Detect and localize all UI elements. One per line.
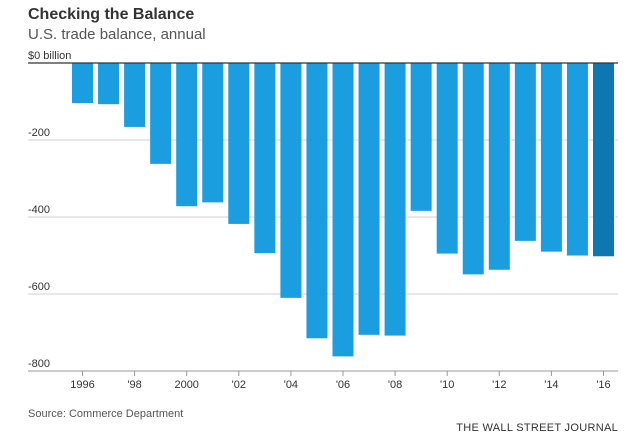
bar-2001 <box>202 63 224 203</box>
bar-2010 <box>436 63 458 254</box>
bar-2016 <box>593 63 614 257</box>
bar-2014 <box>540 63 562 252</box>
bar-2003 <box>254 63 276 254</box>
x-tick-label: '12 <box>492 379 506 391</box>
x-tick-label: '02 <box>232 379 246 391</box>
bar-2015 <box>566 63 588 256</box>
bar-2008 <box>384 63 406 336</box>
bar-2011 <box>462 63 484 275</box>
bar-2013 <box>514 63 536 241</box>
x-tick-label: '08 <box>388 379 402 391</box>
chart-title: Checking the Balance <box>28 6 195 23</box>
publisher-credit: THE WALL STREET JOURNAL <box>456 422 618 434</box>
bar-2005 <box>306 63 328 339</box>
bar-1999 <box>150 63 172 164</box>
x-tick-label: '04 <box>284 379 298 391</box>
y-tick-label: -800 <box>28 358 50 370</box>
y-tick-label: -600 <box>28 281 50 293</box>
y-tick-label: $0 billion <box>28 50 71 62</box>
bar-1997 <box>98 63 120 105</box>
x-tick-label: '06 <box>336 379 350 391</box>
axis-layer: $0 billion -200 -400 -600 -800 1996 '98 2000 '02… <box>28 50 618 391</box>
bar-2007 <box>358 63 380 335</box>
x-tick-label: 1996 <box>70 379 94 391</box>
bar-2012 <box>488 63 510 270</box>
x-tick-label: '10 <box>440 379 454 391</box>
bar-2006 <box>332 63 354 357</box>
bar-2004 <box>280 63 302 298</box>
bar-layer <box>72 63 614 357</box>
bar-2000 <box>176 63 198 207</box>
x-tick-label: '98 <box>127 379 141 391</box>
bar-2009 <box>410 63 432 211</box>
bar-1996 <box>72 63 93 104</box>
x-tick-label: '16 <box>596 379 610 391</box>
bar-2002 <box>228 63 250 224</box>
source-note: Source: Commerce Department <box>28 408 184 420</box>
x-tick-label: 2000 <box>174 379 198 391</box>
chart-subtitle: U.S. trade balance, annual <box>28 26 206 43</box>
y-tick-label: -400 <box>28 204 50 216</box>
bar-1998 <box>124 63 146 127</box>
y-tick-label: -200 <box>28 127 50 139</box>
x-tick-label: '14 <box>544 379 558 391</box>
